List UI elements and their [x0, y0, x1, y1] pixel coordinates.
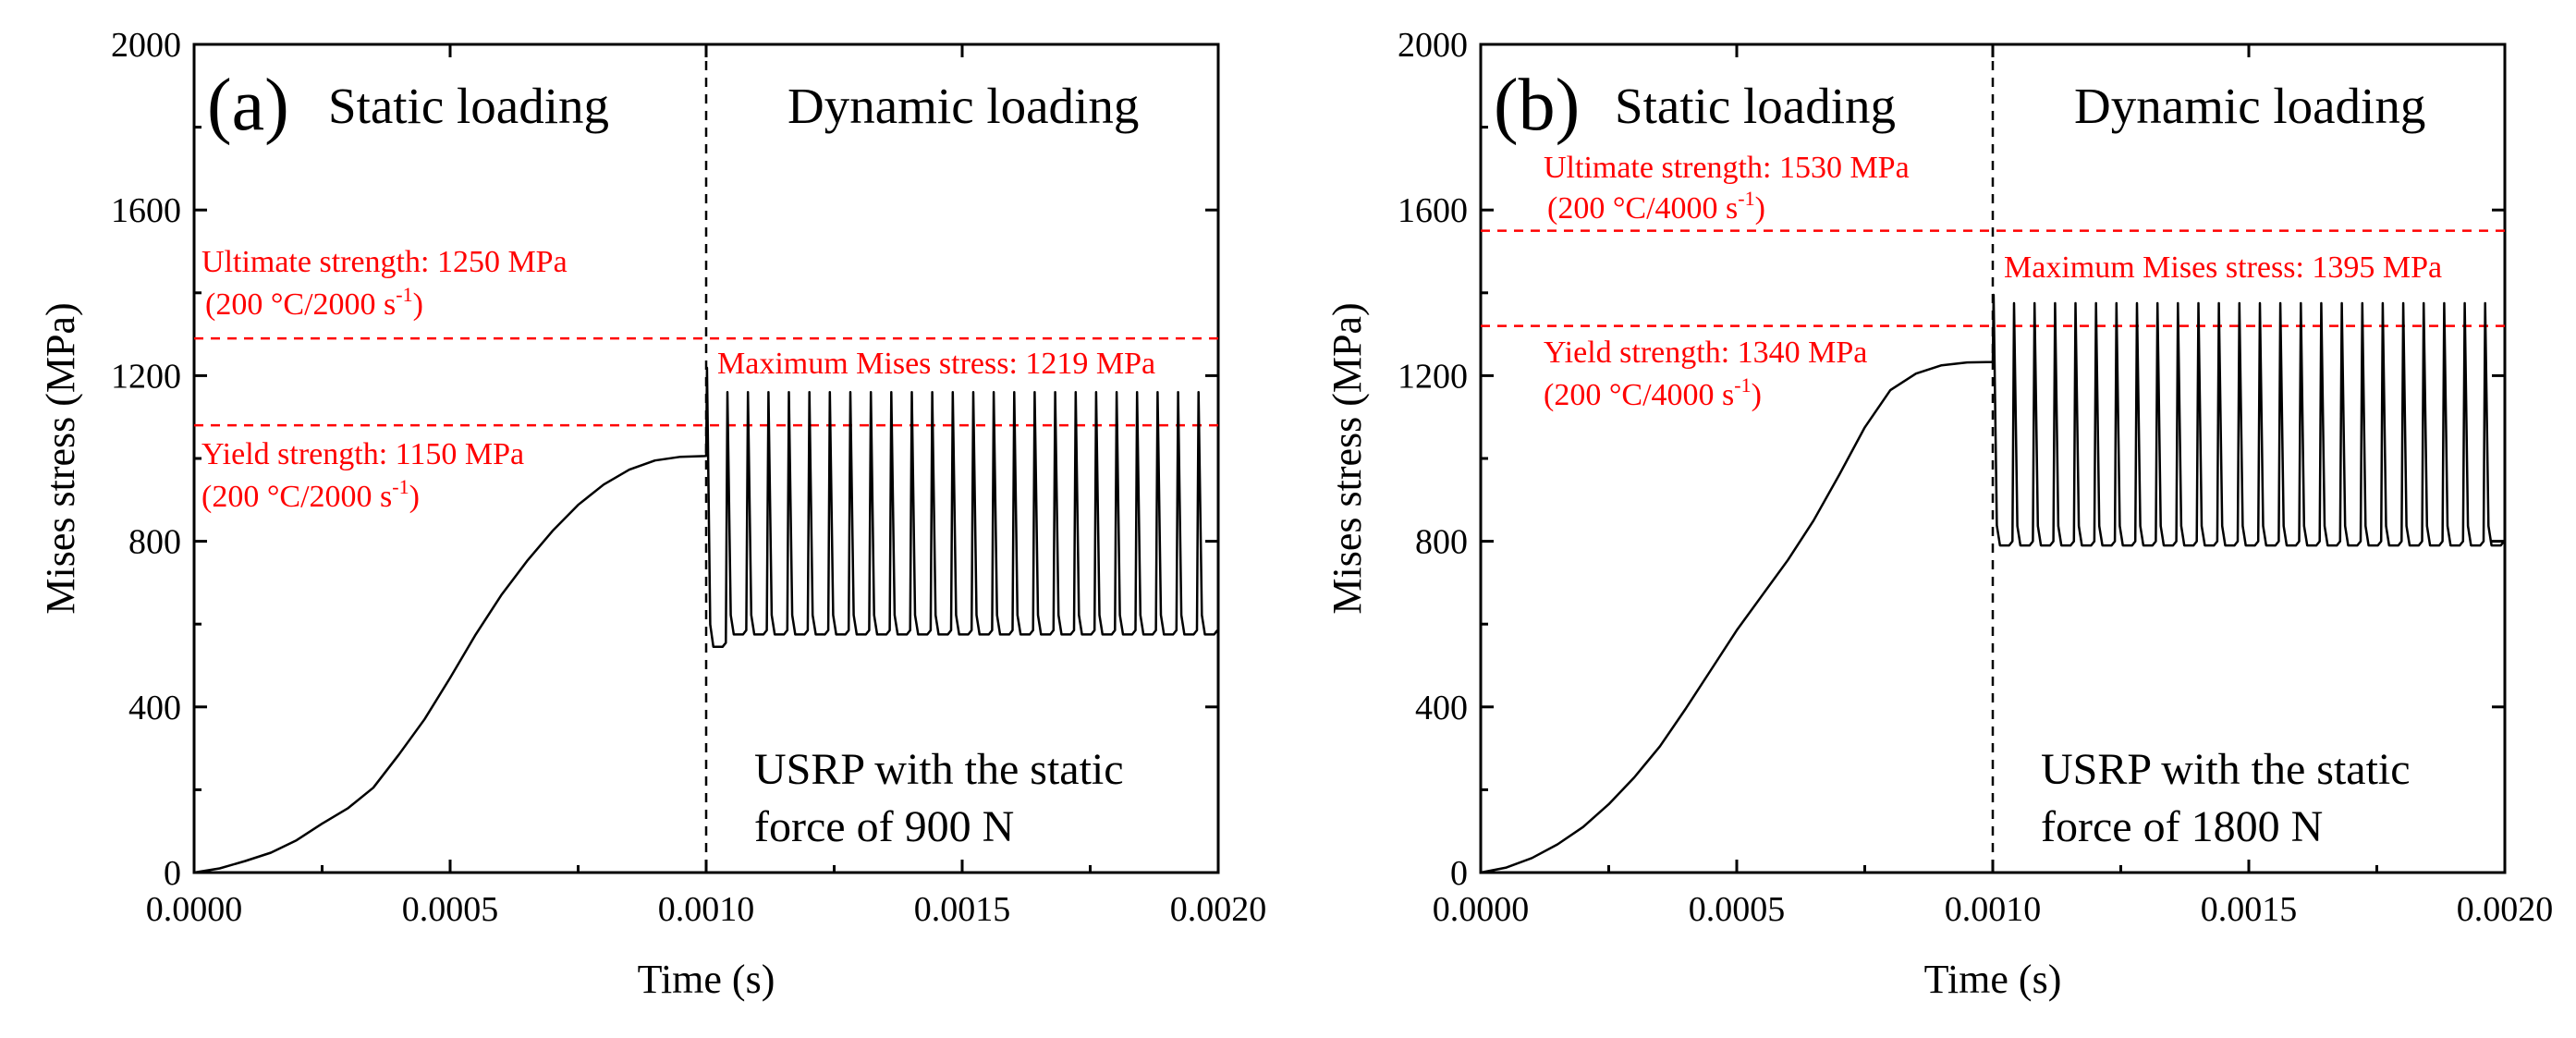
y-tick-label: 800	[128, 523, 181, 562]
ultimate-strength-label: Ultimate strength: 1250 MPa	[201, 245, 568, 279]
ultimate-strength-condition-sup: -1	[396, 283, 412, 306]
y-tick-label: 1200	[1398, 357, 1468, 396]
y-tick-label: 2000	[1398, 26, 1468, 65]
note-line-1: USRP with the static	[754, 745, 1124, 794]
ultimate-strength-condition-main: (200 °C/2000 s	[205, 287, 396, 322]
y-tick-label: 800	[1415, 523, 1468, 562]
max-stress-label: Maximum Mises stress: 1219 MPa	[717, 347, 1155, 381]
x-tick-label: 0.0015	[914, 890, 1011, 929]
yield-strength-condition-main: (200 °C/2000 s	[201, 480, 392, 514]
y-tick-label: 400	[128, 689, 181, 727]
yield-strength-condition: (200 °C/2000 s-1)	[201, 475, 420, 514]
max-stress-label: Maximum Mises stress: 1395 MPa	[2004, 250, 2442, 285]
ultimate-strength-label: Ultimate strength: 1530 MPa	[1544, 151, 1910, 185]
yield-strength-condition-end: )	[1752, 378, 1762, 412]
x-tick-label: 0.0010	[658, 890, 755, 929]
yield-strength-condition: (200 °C/4000 s-1)	[1544, 373, 1762, 412]
ultimate-strength-condition: (200 °C/2000 s-1)	[205, 283, 423, 322]
x-tick-label: 0.0020	[1170, 890, 1267, 929]
ultimate-strength-condition-sup: -1	[1738, 187, 1754, 210]
x-axis-title: Time (s)	[1924, 957, 2062, 1002]
y-tick-label: 1600	[111, 191, 181, 230]
y-tick-label: 400	[1415, 689, 1468, 727]
x-tick-label: 0.0000	[1433, 890, 1530, 929]
panel-a: 0.0000 0.0005 0.0010 0.0015 0.0020 0 400 800 120…	[38, 26, 1266, 1002]
yield-strength-label: Yield strength: 1340 MPa	[1544, 336, 1867, 370]
ultimate-strength-condition-end: )	[1755, 191, 1765, 226]
mises-stress-series	[193, 366, 1219, 874]
y-axis-title: Mises stress (MPa)	[38, 302, 83, 614]
y-tick-label: 0	[1450, 854, 1468, 893]
static-loading-label: Static loading	[328, 78, 609, 134]
note-line-2: force of 900 N	[754, 802, 1014, 851]
panel-b: 0.0000 0.0005 0.0010 0.0015 0.0020 0 400 800 120…	[1325, 26, 2553, 1002]
y-tick-label: 2000	[111, 26, 181, 65]
ultimate-strength-condition: (200 °C/4000 s-1)	[1547, 187, 1765, 226]
y-tick-label: 1600	[1398, 191, 1468, 230]
dynamic-loading-label: Dynamic loading	[2074, 78, 2425, 134]
y-tick-label: 0	[164, 854, 181, 893]
mises-stress-series	[1480, 293, 2506, 874]
yield-strength-condition-main: (200 °C/4000 s	[1544, 378, 1734, 412]
x-tick-label: 0.0010	[1945, 890, 2042, 929]
note-line-2: force of 1800 N	[2041, 802, 2323, 851]
x-tick-label: 0.0005	[1689, 890, 1786, 929]
ultimate-strength-condition-end: )	[413, 287, 423, 322]
ultimate-strength-condition-main: (200 °C/4000 s	[1547, 191, 1738, 226]
y-axis-title: Mises stress (MPa)	[1325, 302, 1370, 614]
yield-strength-label: Yield strength: 1150 MPa	[201, 437, 524, 471]
yield-strength-condition-end: )	[409, 480, 420, 514]
panel-letter: (b)	[1494, 65, 1580, 146]
x-tick-label: 0.0000	[146, 890, 243, 929]
x-axis-title: Time (s)	[638, 957, 775, 1002]
yield-strength-condition-sup: -1	[392, 475, 409, 498]
yield-strength-condition-sup: -1	[1734, 373, 1751, 397]
note-line-1: USRP with the static	[2041, 745, 2411, 794]
static-loading-label: Static loading	[1615, 78, 1896, 134]
dynamic-loading-label: Dynamic loading	[787, 78, 1139, 134]
x-tick-label: 0.0005	[402, 890, 499, 929]
x-tick-label: 0.0015	[2201, 890, 2298, 929]
y-tick-label: 1200	[111, 357, 181, 396]
x-tick-label: 0.0020	[2457, 890, 2554, 929]
panel-letter: (a)	[207, 65, 289, 146]
